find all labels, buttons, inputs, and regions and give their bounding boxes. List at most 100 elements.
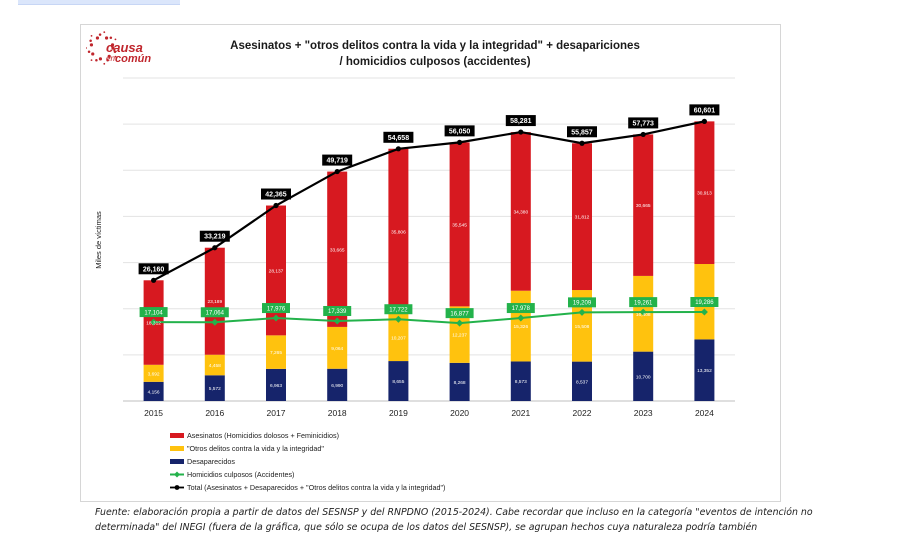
causa-en-comun-logo: causa en común (86, 31, 151, 65)
source-footnote: Fuente: elaboración propia a partir de d… (95, 505, 895, 535)
legend-marker (174, 471, 180, 478)
bar-value-label: 35,806 (391, 229, 406, 235)
bar-value-label: 18,312 (146, 321, 161, 327)
series-value-label: 19,286 (695, 300, 714, 306)
bar-segment (266, 335, 286, 369)
bar-segment (266, 368, 286, 401)
series-value-label: 26,160 (143, 266, 165, 273)
chart-title-line1: Asesinatos + "otros delitos contra la vi… (230, 40, 640, 52)
series-value-label: 33,219 (204, 234, 226, 241)
logo-dot (90, 59, 93, 61)
bar-segment (388, 313, 409, 362)
legend-entry: Homicidios culposos (Accidentes) (187, 470, 294, 479)
bar-value-label: 28,137 (269, 268, 284, 274)
series-label-box (262, 303, 290, 314)
bar-segment (694, 339, 715, 401)
series-label-box (506, 303, 535, 314)
logo-dots-icon (86, 31, 117, 65)
logo-dot (103, 31, 106, 34)
bar-segment (388, 361, 409, 401)
series-marker (579, 140, 585, 146)
logo-dot (86, 47, 87, 49)
x-tick-label: 2020 (450, 408, 469, 418)
series-value-label: 42,365 (265, 192, 287, 199)
series-label-box (505, 115, 536, 127)
bar-stacks (143, 121, 715, 401)
logo-dot (89, 39, 92, 42)
legend-entry: Asesinatos (Homicidios dolosos + Feminic… (187, 431, 339, 440)
series-value-label: 17,064 (206, 310, 225, 316)
bar-segment (449, 306, 470, 363)
series-label-box (628, 117, 659, 129)
bar-segment (143, 381, 164, 401)
bar-value-label: 9,064 (331, 346, 343, 352)
bar-segment (694, 121, 715, 265)
series-marker (701, 118, 708, 124)
series-value-label: 17,976 (267, 306, 286, 312)
bar-value-label: 8,655 (392, 379, 404, 385)
series-label-box (689, 104, 720, 116)
x-tick-label: 2019 (389, 408, 408, 418)
bar-segment (449, 362, 470, 401)
x-tick-label: 2021 (511, 408, 530, 418)
x-tick-label: 2023 (634, 408, 653, 418)
series-label-box (383, 131, 414, 143)
logo-dot (89, 43, 94, 47)
legend-entry: "Otros delitos contra la vida y la integ… (187, 444, 324, 453)
bar-segment (388, 148, 409, 314)
series-label-box (200, 307, 229, 318)
logo-dot (106, 59, 109, 62)
legend-marker (174, 485, 180, 490)
x-axis: 2015 2016 2017 2018 2019 2020 2021 2022 2023 2024 (144, 408, 714, 418)
logo-dot (104, 36, 109, 40)
series-marker (517, 314, 525, 322)
series-marker (456, 319, 464, 327)
series-value-label: 19,261 (634, 300, 653, 306)
logo-text-en: en (106, 54, 115, 63)
series-marker (639, 308, 647, 316)
logo-dot (98, 57, 103, 61)
series-value-label: 17,339 (328, 309, 347, 315)
bar-segment (204, 354, 225, 376)
series-marker (333, 317, 341, 325)
bar-value-label: 6,990 (331, 383, 343, 389)
series-label-box (261, 188, 291, 200)
top-highlight-bar (18, 0, 180, 5)
bar-segment (327, 326, 348, 369)
bar-segment (572, 143, 592, 291)
bar-value-label: 10,700 (636, 374, 651, 380)
logo-text-bottom: común (115, 53, 151, 65)
logo-dot (95, 36, 100, 40)
bar-segment (266, 205, 286, 336)
logo-dot (109, 36, 113, 40)
bar-segment (572, 361, 592, 401)
legend-entry: Total (Asesinatos + Desaparecidos + "Otr… (187, 483, 445, 492)
footnote-line-2: determinada" del INEGI (fuera de la gráf… (95, 522, 758, 533)
bar-value-label: 34,380 (513, 209, 528, 215)
bar-segment (327, 171, 348, 327)
x-tick-label: 2018 (328, 408, 347, 418)
series-label-box (138, 263, 169, 275)
bar-segment (633, 134, 654, 276)
series-marker (578, 308, 586, 316)
series-label-box (323, 305, 352, 316)
legend-swatch (170, 459, 184, 464)
logo-dot (87, 50, 91, 54)
series-value-label: 49,719 (326, 158, 348, 165)
series-value-label: 17,722 (389, 307, 408, 313)
legend-swatch (170, 433, 184, 438)
series-lines (150, 118, 708, 327)
logo-dot (90, 35, 93, 37)
x-tick-label: 2024 (695, 408, 714, 418)
series-marker (394, 315, 402, 323)
series-label-box (444, 125, 475, 137)
logo-dot (107, 54, 111, 58)
bar-value-label: 31,812 (575, 215, 590, 221)
bar-segment (204, 247, 225, 355)
series-value-label: 57,773 (632, 120, 654, 127)
bar-value-label: 30,913 (697, 191, 712, 197)
series-value-label: 16,877 (450, 311, 469, 317)
series-marker (640, 131, 646, 138)
x-tick-label: 2017 (267, 408, 286, 418)
series-value-label: 19,209 (573, 301, 592, 307)
